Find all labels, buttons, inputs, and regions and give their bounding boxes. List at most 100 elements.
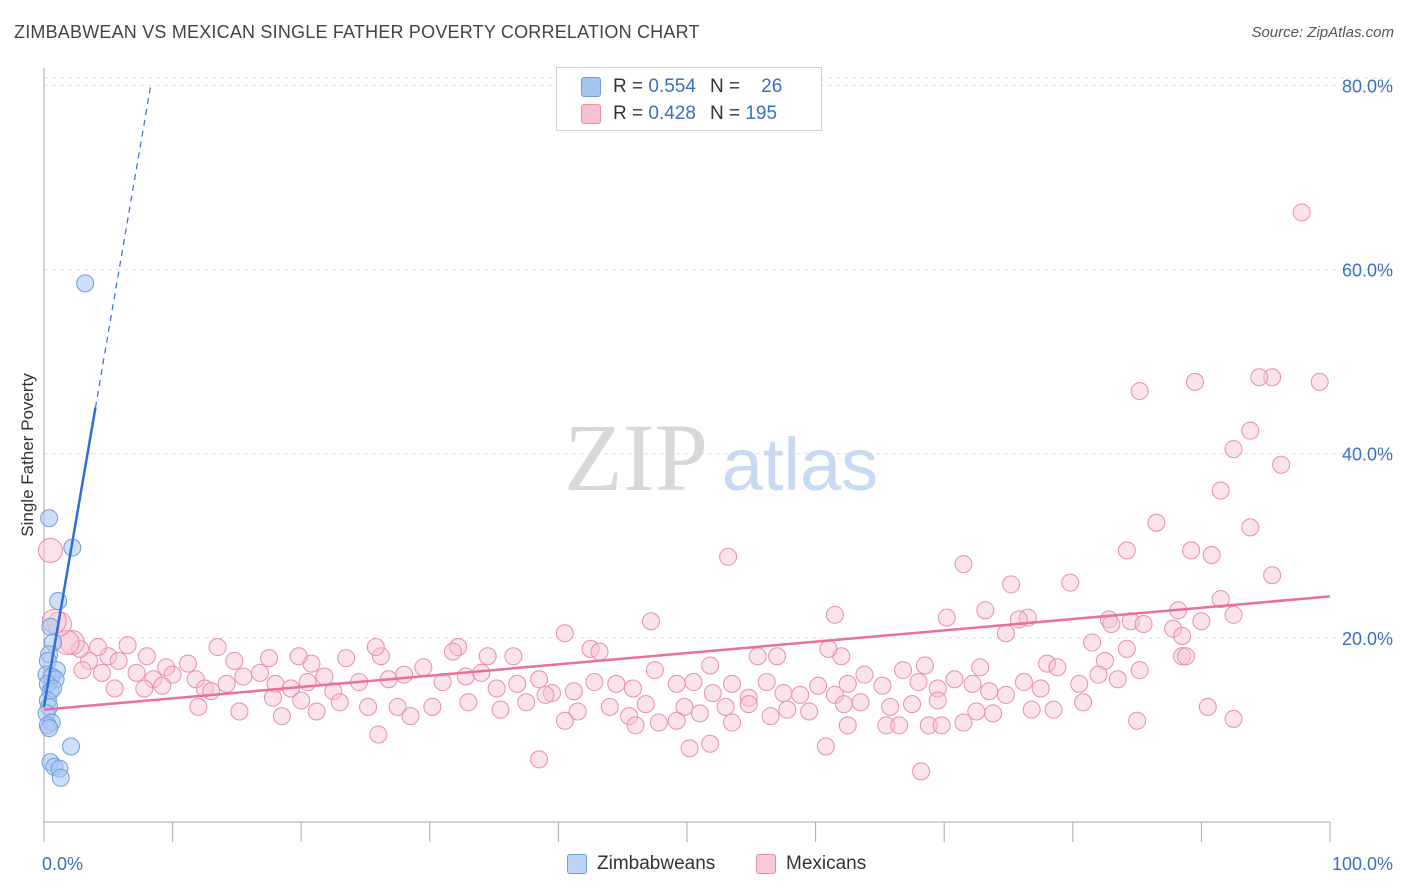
correlation-legend: R = 0.554 N = 26 R = 0.428 N = 195 xyxy=(556,67,822,131)
mexican-point xyxy=(890,716,909,735)
mexican-point xyxy=(620,707,639,726)
mexican-point xyxy=(530,750,549,769)
mexican-point xyxy=(1224,440,1243,459)
mexican-point xyxy=(600,697,619,716)
mexican-point xyxy=(1022,700,1041,719)
mexican-point xyxy=(838,716,857,735)
mexican-point xyxy=(1134,615,1153,634)
mexican-point xyxy=(388,697,407,716)
mexican-point xyxy=(701,734,720,753)
mexican-point xyxy=(359,697,378,716)
y-tick-label: 20.0% xyxy=(1342,629,1393,649)
legend-n-value: 26 xyxy=(761,76,783,97)
mexican-point xyxy=(517,693,536,712)
mexican-point xyxy=(585,673,604,692)
mexican-point xyxy=(667,674,686,693)
bottom-legend-swatch-mexicans xyxy=(756,854,776,874)
mexican-point xyxy=(928,691,947,710)
mexican-point xyxy=(919,716,938,735)
mexican-point xyxy=(1198,697,1217,716)
legend-swatch-zimbabweans xyxy=(581,77,601,97)
mexican-point xyxy=(1089,665,1108,684)
mexican-point xyxy=(1292,203,1311,222)
y-tick-label: 80.0% xyxy=(1342,76,1393,96)
mexican-point xyxy=(1130,661,1149,680)
mexican-point xyxy=(1014,673,1033,692)
mexican-point xyxy=(1263,566,1282,585)
mexican-point xyxy=(135,679,154,698)
mexican-point xyxy=(1044,700,1063,719)
mexican-point xyxy=(217,674,236,693)
mexican-point xyxy=(912,762,931,781)
mexican-point xyxy=(1241,421,1260,440)
mexican-point xyxy=(487,679,506,698)
mexican-point xyxy=(816,737,835,756)
zimbabwean-point xyxy=(62,737,81,756)
mexican-point xyxy=(1272,455,1291,474)
mexican-point xyxy=(508,674,527,693)
watermark-atlas: atlas xyxy=(722,423,878,506)
zimbabwean-point xyxy=(51,768,70,787)
mexican-point xyxy=(1031,679,1050,698)
mexican-point xyxy=(1310,372,1329,391)
mexican-point xyxy=(909,673,928,692)
mexican-point xyxy=(1083,633,1102,652)
mexican-point xyxy=(723,713,742,732)
mexican-point xyxy=(401,707,420,726)
mexican-point xyxy=(80,651,99,670)
zimbabwean-point xyxy=(76,274,95,293)
mexican-point xyxy=(667,711,686,730)
legend-r-value: 0.428 xyxy=(648,103,696,124)
legend-r-value: 0.554 xyxy=(648,76,696,97)
mexican-point xyxy=(504,647,523,666)
mexican-point xyxy=(1192,612,1211,631)
mexican-point xyxy=(1202,545,1221,564)
legend-n-value: 195 xyxy=(745,103,778,124)
mexican-point xyxy=(1130,382,1149,401)
mexican-point xyxy=(564,682,583,701)
mexican-point xyxy=(838,674,857,693)
mexican-point xyxy=(954,713,973,732)
mexican-point xyxy=(873,676,892,695)
mexican-point xyxy=(251,663,270,682)
mexican-point xyxy=(99,647,118,666)
mexican-point xyxy=(1061,573,1080,592)
mexican-point xyxy=(748,647,767,666)
mexican-point xyxy=(1002,575,1021,594)
mexican-point xyxy=(945,670,964,689)
mexican-point xyxy=(1176,647,1195,666)
mexican-point xyxy=(89,638,108,657)
bottom-legend-label: Mexicans xyxy=(786,853,867,874)
mexican-point xyxy=(289,647,308,666)
mexican-point xyxy=(118,636,137,655)
mexican-point xyxy=(855,665,874,684)
legend-row-mexicans: R = 0.428 N = 195 xyxy=(581,102,777,126)
mexican-point xyxy=(1224,709,1243,728)
mexican-point xyxy=(1211,590,1230,609)
mexican-point xyxy=(761,707,780,726)
mexican-point xyxy=(675,697,694,716)
legend-swatch-mexicans xyxy=(581,104,601,124)
data-points xyxy=(37,203,1329,787)
mexican-point xyxy=(260,649,279,668)
y-tick-label: 60.0% xyxy=(1342,261,1393,281)
mexican-point xyxy=(877,716,896,735)
zimbabwean-point xyxy=(40,719,59,738)
mexican-point xyxy=(937,608,956,627)
mexican-point xyxy=(723,674,742,693)
mexican-point xyxy=(980,682,999,701)
mexican-point xyxy=(1108,670,1127,689)
mexican-point xyxy=(791,685,810,704)
mexican-point xyxy=(1070,674,1089,693)
bottom-legend-label: Zimbabweans xyxy=(597,853,716,874)
mexican-point xyxy=(105,679,124,698)
mexican-point xyxy=(1117,639,1136,658)
mexican-point xyxy=(851,693,870,712)
mexican-point xyxy=(739,688,758,707)
mexican-point xyxy=(778,700,797,719)
mexican-point xyxy=(690,704,709,723)
mexican-point xyxy=(292,691,311,710)
mexican-point xyxy=(963,674,982,693)
mexican-point xyxy=(623,679,642,698)
mexican-point xyxy=(636,695,655,714)
